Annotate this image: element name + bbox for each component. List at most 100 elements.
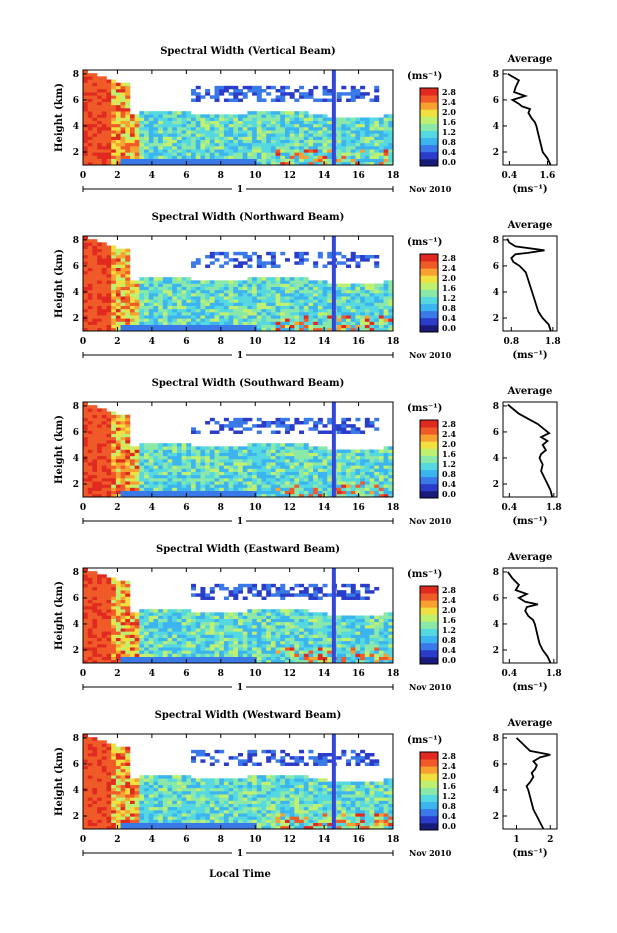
heatmap-cell: [97, 287, 102, 290]
heatmap-cell: [97, 299, 102, 302]
heatmap-cell: [355, 124, 360, 127]
heatmap-cell: [172, 641, 177, 644]
heatmap-cell: [92, 322, 97, 325]
heatmap-cell: [121, 293, 126, 296]
heatmap-cell: [88, 121, 93, 124]
profile-y-tick-label: 2: [493, 148, 499, 158]
heatmap-cell: [229, 657, 234, 660]
heatmap-cell: [257, 137, 262, 140]
heatmap-cell: [111, 488, 116, 491]
heatmap-cell: [88, 638, 93, 641]
heatmap-cell: [257, 121, 262, 124]
heatmap-cell: [276, 99, 281, 102]
heatmap-cell: [215, 635, 220, 638]
heatmap-cell: [135, 612, 140, 615]
heatmap-cell: [144, 488, 149, 491]
heatmap-cell: [379, 488, 384, 491]
heatmap-cell: [299, 462, 304, 465]
heatmap-cell: [102, 315, 107, 318]
heatmap-cell: [88, 475, 93, 478]
heatmap-cell: [83, 443, 88, 446]
heatmap-cell: [205, 628, 210, 631]
heatmap-cell: [261, 137, 266, 140]
heatmap-cell: [135, 280, 140, 283]
heatmap-cell: [168, 657, 173, 660]
heatmap-cell: [215, 130, 220, 133]
heatmap-cell: [243, 421, 248, 424]
heatmap-cell: [130, 303, 135, 306]
heatmap-cell: [83, 418, 88, 421]
heatmap-cell: [365, 421, 370, 424]
heatmap-cell: [191, 484, 196, 487]
heatmap-cell: [88, 590, 93, 593]
heatmap-cell: [121, 434, 126, 437]
heatmap-cell: [149, 315, 154, 318]
heatmap-cell: [102, 261, 107, 264]
heatmap-cell: [243, 114, 248, 117]
heatmap-cell: [191, 99, 196, 102]
heatmap-cell: [88, 625, 93, 628]
heatmap-cell: [191, 290, 196, 293]
heatmap-cell: [205, 143, 210, 146]
heatmap-cell: [252, 644, 257, 647]
heatmap-cell: [266, 287, 271, 290]
heatmap-cell: [200, 475, 205, 478]
heatmap-cell: [102, 481, 107, 484]
heatmap-cell: [111, 325, 116, 328]
heatmap-cell: [285, 306, 290, 309]
heatmap-cell: [327, 287, 332, 290]
heatmap-cell: [153, 612, 158, 615]
heatmap-cell: [205, 121, 210, 124]
heatmap-cell: [111, 121, 116, 124]
heatmap-cell: [323, 124, 328, 127]
heatmap-cell: [360, 290, 365, 293]
heatmap-cell: [88, 140, 93, 143]
heatmap-cell: [116, 108, 121, 111]
heatmap-cell: [210, 299, 215, 302]
heatmap-cell: [215, 616, 220, 619]
heatmap-cell: [196, 475, 201, 478]
heatmap-cell: [92, 277, 97, 280]
heatmap-cell: [261, 488, 266, 491]
heatmap-cell: [374, 159, 379, 162]
heatmap-cell: [111, 446, 116, 449]
heatmap-cell: [144, 622, 149, 625]
heatmap-cell: [210, 472, 215, 475]
heatmap-cell: [266, 647, 271, 650]
heatmap-cell: [247, 130, 252, 133]
heatmap-cell: [257, 446, 262, 449]
heatmap-cell: [144, 478, 149, 481]
heatmap-cell: [294, 325, 299, 328]
heatmap-cell: [106, 312, 111, 315]
heatmap-cell: [121, 140, 126, 143]
heatmap-cell: [92, 258, 97, 261]
heatmap-cell: [337, 121, 342, 124]
heatmap-cell: [219, 644, 224, 647]
heatmap-cell: [238, 644, 243, 647]
heatmap-cell: [149, 322, 154, 325]
heatmap-cell: [196, 312, 201, 315]
heatmap-cell: [304, 149, 309, 152]
heatmap-cell: [163, 484, 168, 487]
heatmap-cell: [261, 111, 266, 114]
heatmap-cell: [370, 306, 375, 309]
heatmap-cell: [116, 465, 121, 468]
heatmap-cell: [233, 293, 238, 296]
heatmap-cell: [163, 612, 168, 615]
heatmap-cell: [88, 146, 93, 149]
heatmap-cell: [261, 156, 266, 159]
heatmap-cell: [243, 584, 248, 587]
heatmap-cell: [125, 83, 130, 86]
heatmap-cell: [168, 130, 173, 133]
heatmap-cell: [111, 249, 116, 252]
heatmap-cell: [252, 619, 257, 622]
colorbar-segment: [420, 159, 438, 166]
heatmap-cell: [92, 121, 97, 124]
heatmap-cell: [243, 628, 248, 631]
heatmap-cell: [233, 478, 238, 481]
heatmap-cell: [205, 619, 210, 622]
heatmap-cell: [304, 121, 309, 124]
heatmap-cell: [196, 469, 201, 472]
heatmap-cell: [271, 255, 276, 258]
